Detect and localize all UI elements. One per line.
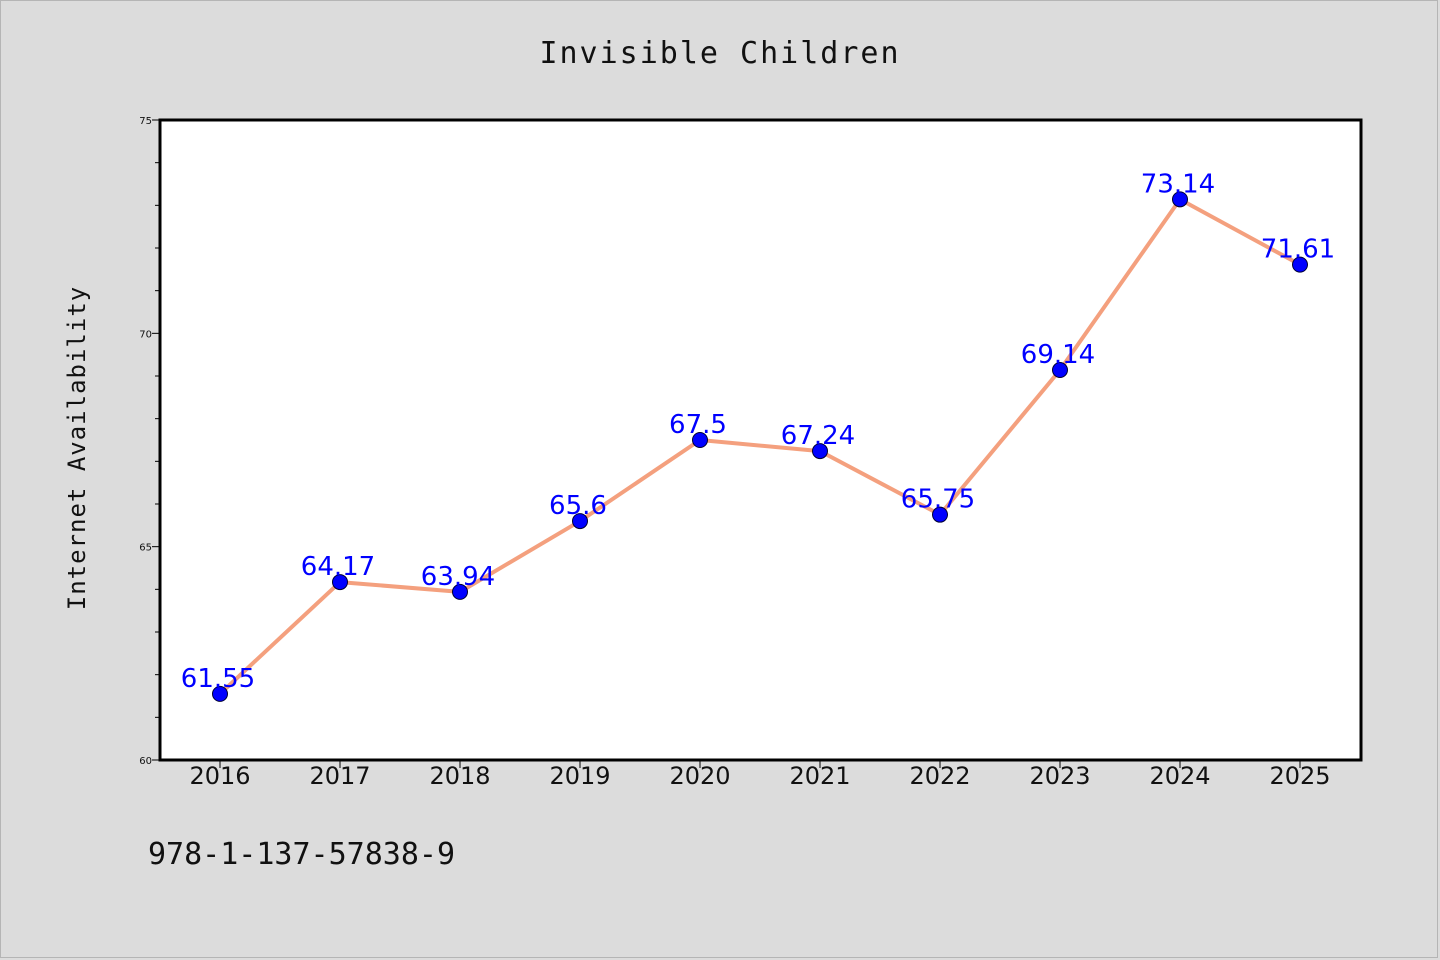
footer-isbn: 978-1-137-57838-9: [148, 837, 455, 872]
data-label: 61.55: [181, 664, 255, 694]
y-tick-label: 60: [139, 756, 152, 767]
data-label: 67.5: [669, 410, 727, 440]
series-line: [218, 197, 1302, 696]
y-axis-label: Internet Availability: [63, 286, 91, 610]
data-point: [812, 443, 828, 460]
x-tick-label: 2019: [549, 762, 610, 790]
data-label: 65.6: [549, 491, 607, 521]
x-tick-label: 2023: [1029, 762, 1090, 790]
x-tick-label: 2017: [309, 762, 370, 790]
data-label: 64.17: [301, 552, 375, 582]
data-label: 71.61: [1261, 235, 1335, 265]
x-tick-label: 2018: [429, 762, 490, 790]
x-tick-label: 2021: [789, 762, 850, 790]
data-point: [452, 583, 468, 600]
data-point: [1052, 362, 1068, 379]
y-tick-label: 65: [139, 543, 152, 554]
data-point: [1292, 256, 1308, 273]
data-label: 63.94: [421, 562, 495, 592]
x-tick-label: 2016: [189, 762, 250, 790]
x-tick-label: 2025: [1269, 762, 1330, 790]
data-label: 65.75: [901, 485, 975, 515]
data-point: [572, 513, 588, 530]
data-point: [212, 685, 228, 702]
x-tick-label: 2024: [1149, 762, 1210, 790]
y-tick-label: 70: [139, 329, 152, 340]
data-point: [692, 432, 708, 448]
data-point: [332, 574, 348, 591]
plot-area: [158, 118, 1363, 762]
data-point: [932, 506, 948, 523]
series-group: 61.55 64.17 63.94 65.6 67.5 67.24 65.75 69.14 73…: [181, 169, 1335, 702]
data-label: 69.14: [1021, 340, 1095, 370]
y-tick-label: 75: [139, 116, 152, 127]
chart-title: Invisible Children: [539, 36, 900, 71]
y-axis: 60 65 70 75: [139, 116, 160, 767]
x-tick-label: 2020: [669, 762, 730, 790]
data-point: [1172, 191, 1188, 208]
data-label: 67.24: [781, 421, 855, 451]
x-tick-label: 2022: [909, 762, 970, 790]
data-label: 73.14: [1141, 169, 1215, 199]
x-axis: 2016 2017 2018 2019 2020 2021 2022 2023 2024 2025: [189, 760, 1331, 790]
